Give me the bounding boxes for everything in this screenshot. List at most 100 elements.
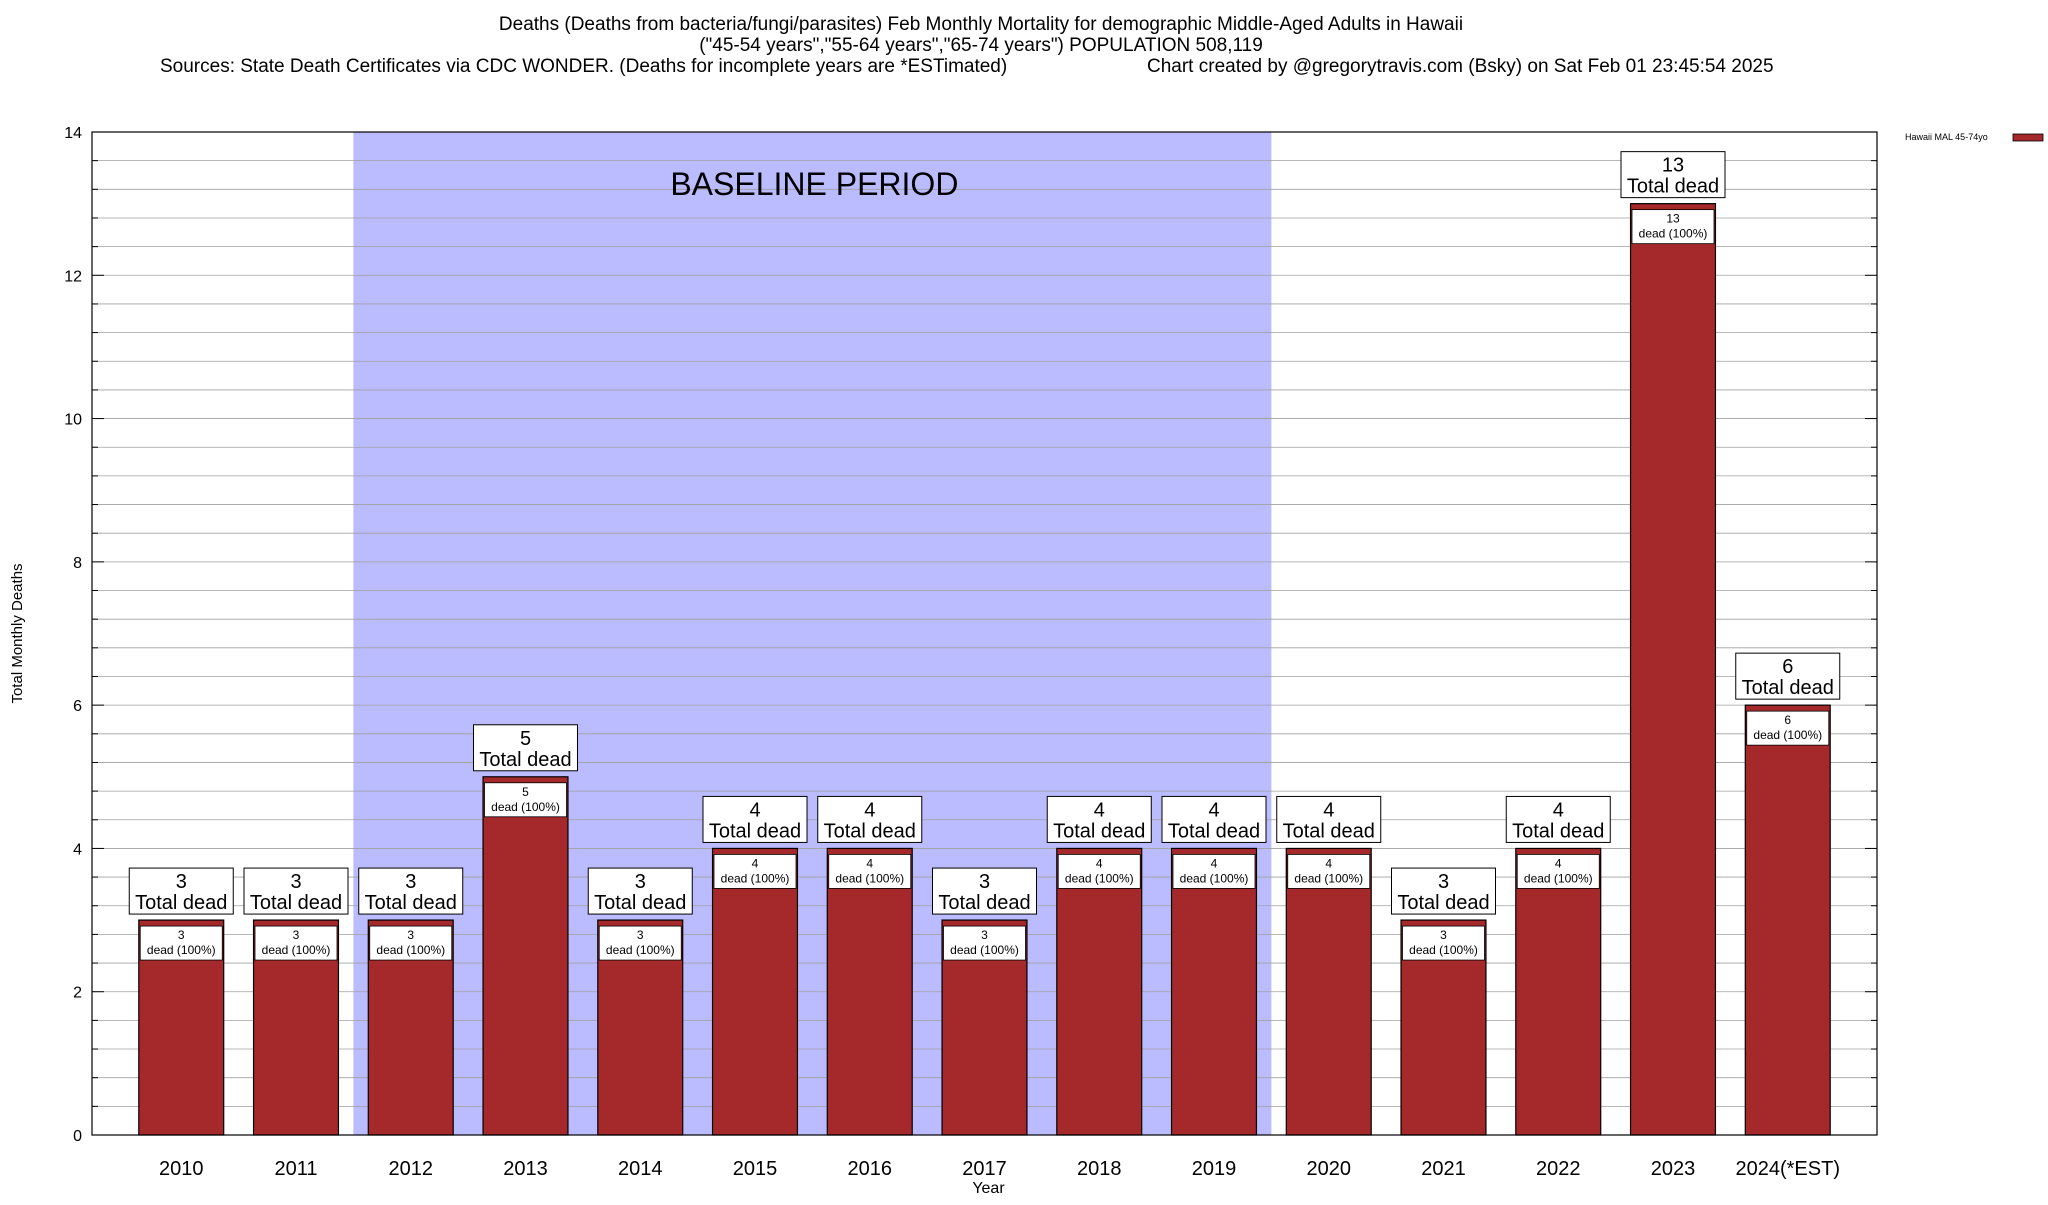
total-label-box [1391, 867, 1496, 915]
total-label-text: Total dead [1283, 820, 1375, 842]
inner-label-box [1746, 710, 1830, 746]
bar [1744, 704, 1831, 1136]
inner-label-value: 4 [1211, 856, 1218, 870]
y-axis-title: Total Monthly Deaths [9, 563, 26, 703]
bar [1515, 847, 1602, 1136]
total-label-text: Total dead [135, 892, 227, 914]
total-label-box [1620, 151, 1726, 199]
y-tick-label: 4 [73, 841, 82, 858]
inner-label-box [943, 925, 1026, 961]
total-label-text: Total dead [1512, 820, 1604, 842]
bar [1285, 847, 1372, 1136]
x-tick-label: 2015 [733, 1158, 778, 1180]
x-tick-label: 2011 [274, 1158, 317, 1180]
total-label-text: Total dead [1168, 820, 1260, 842]
legend-swatch [2012, 133, 2044, 142]
chart-credit: Chart created by @gregorytravis.com (Bsk… [1147, 56, 1774, 77]
inner-label-box [139, 925, 223, 961]
x-tick-label: 2014 [618, 1158, 663, 1180]
total-label-value: 3 [176, 871, 187, 893]
total-label-box [243, 867, 349, 915]
total-label-text: Total dead [1053, 820, 1145, 842]
inner-label-value: 3 [1440, 928, 1447, 942]
total-label-box [1735, 652, 1841, 700]
legend: Hawaii MAL 45-74yo [1905, 132, 2044, 142]
total-label-value: 4 [749, 799, 760, 821]
y-tick-label: 14 [64, 125, 82, 142]
inner-label-value: 3 [178, 928, 185, 942]
inner-label-value: 4 [1096, 856, 1103, 870]
y-tick-label: 6 [73, 698, 82, 715]
y-tick-label: 0 [73, 1128, 82, 1145]
bar [1056, 847, 1143, 1136]
inner-label-text: dead (100%) [1409, 943, 1478, 957]
total-label-value: 4 [1208, 799, 1219, 821]
inner-label-value: 3 [637, 928, 644, 942]
total-label-box [358, 867, 464, 915]
baseline-label: BASELINE PERIOD [670, 166, 958, 202]
inner-label-text: dead (100%) [1294, 871, 1363, 885]
inner-label-box [713, 854, 797, 889]
chart-sources: Sources: State Death Certificates via CD… [160, 56, 1007, 77]
total-label-value: 4 [864, 799, 875, 821]
total-label-box [473, 724, 578, 772]
total-label-box [932, 867, 1037, 915]
total-label-text: Total dead [824, 820, 916, 842]
inner-label-value: 4 [1555, 856, 1562, 870]
inner-label-text: dead (100%) [1753, 728, 1822, 742]
inner-label-value: 4 [866, 856, 873, 870]
inner-label-text: dead (100%) [721, 871, 790, 885]
inner-label-text: dead (100%) [1524, 871, 1593, 885]
x-tick-label: 2010 [159, 1158, 204, 1180]
inner-label-box [1172, 854, 1256, 889]
chart-subtitle: ("45-54 years","55-64 years","65-74 year… [699, 35, 1263, 56]
inner-label-box [254, 925, 338, 961]
inner-label-value: 4 [752, 856, 759, 870]
x-tick-label: 2019 [1192, 1158, 1237, 1180]
total-label-value: 13 [1662, 155, 1684, 177]
total-label-box [587, 867, 693, 915]
total-label-text: Total dead [1627, 176, 1719, 198]
y-tick-label: 8 [73, 555, 82, 572]
x-tick-label: 2021 [1421, 1158, 1466, 1180]
total-label-value: 3 [405, 871, 416, 893]
total-label-text: Total dead [938, 892, 1030, 914]
total-label-box [1505, 795, 1611, 843]
legend-label: Hawaii MAL 45-74yo [1905, 132, 1988, 142]
total-label-value: 3 [979, 871, 990, 893]
inner-label-value: 3 [981, 928, 988, 942]
inner-label-text: dead (100%) [606, 943, 675, 957]
inner-label-box [1057, 854, 1141, 889]
x-tick-label: 2017 [962, 1158, 1007, 1180]
inner-label-box [369, 925, 453, 961]
x-tick-label: 2022 [1536, 1158, 1581, 1180]
bar [826, 847, 913, 1136]
bar [711, 847, 799, 1136]
total-label-value: 4 [1323, 799, 1334, 821]
bar [482, 776, 569, 1136]
inner-label-text: dead (100%) [376, 943, 445, 957]
inner-label-value: 3 [293, 928, 300, 942]
chart-title: Deaths (Deaths from bacteria/fungi/paras… [499, 14, 1463, 35]
x-axis-title: Year [972, 1180, 1005, 1197]
total-label-box [128, 867, 234, 915]
bar [1629, 203, 1717, 1136]
total-label-box [702, 795, 808, 843]
y-tick-label: 2 [73, 985, 82, 1002]
bar [1170, 847, 1258, 1136]
inner-label-box [1287, 854, 1371, 889]
total-label-value: 3 [1438, 871, 1449, 893]
total-label-text: Total dead [594, 892, 686, 914]
total-label-box [1161, 795, 1267, 843]
inner-label-box [828, 854, 912, 889]
inner-label-value: 5 [522, 785, 529, 799]
y-tick-label: 10 [64, 412, 82, 429]
total-label-value: 6 [1782, 656, 1793, 678]
inner-label-text: dead (100%) [1065, 871, 1134, 885]
total-label-box [1276, 795, 1382, 843]
total-label-box [1046, 795, 1152, 843]
total-label-value: 5 [520, 728, 531, 750]
